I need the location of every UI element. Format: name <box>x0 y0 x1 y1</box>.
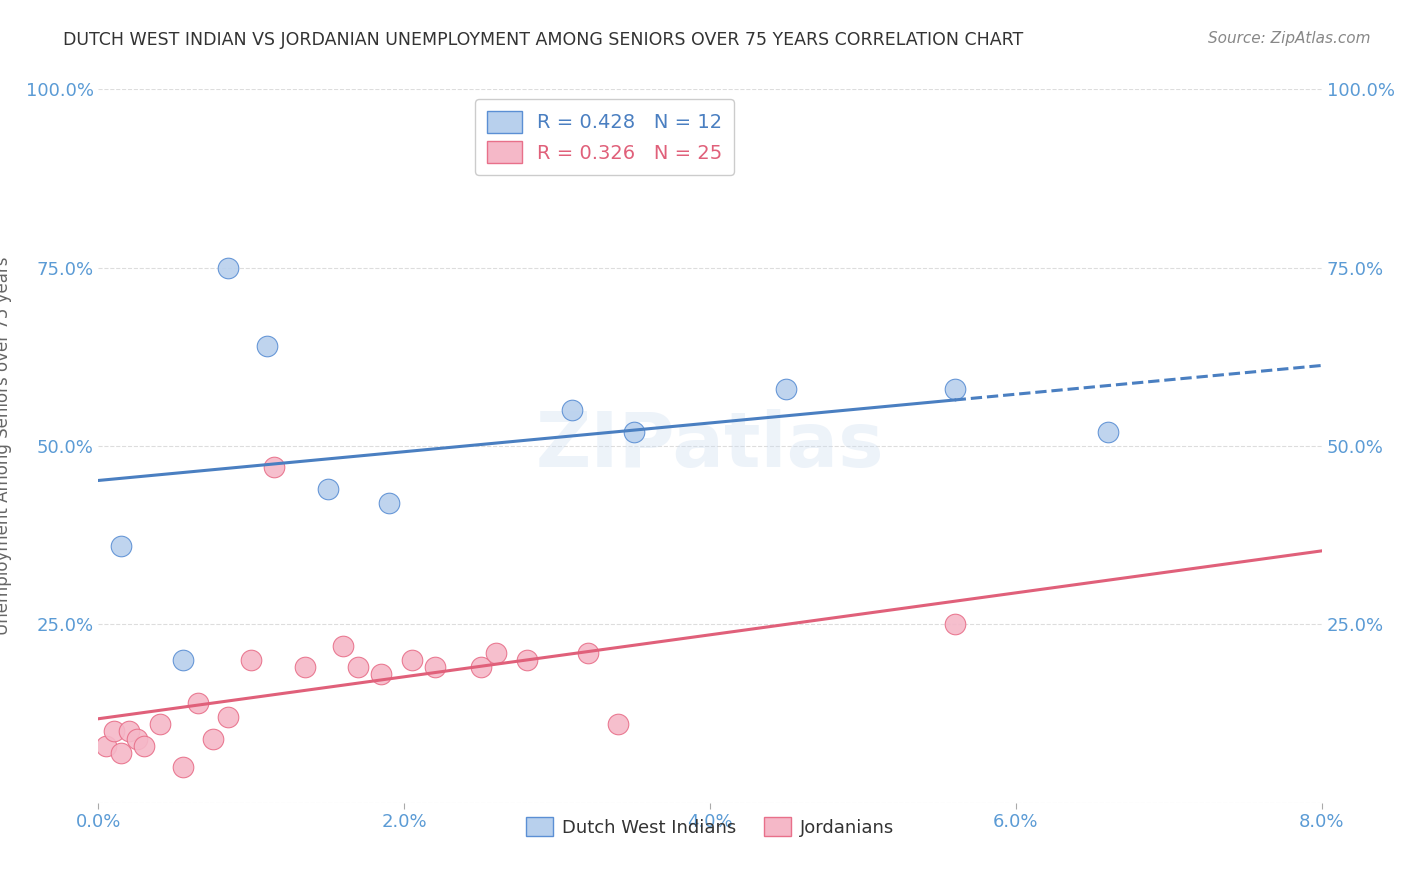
Point <box>370 667 392 681</box>
Point <box>515 653 537 667</box>
Point <box>294 660 316 674</box>
Text: ZIPatlas: ZIPatlas <box>536 409 884 483</box>
Text: DUTCH WEST INDIAN VS JORDANIAN UNEMPLOYMENT AMONG SENIORS OVER 75 YEARS CORRELAT: DUTCH WEST INDIAN VS JORDANIAN UNEMPLOYM… <box>63 31 1024 49</box>
Point <box>118 724 141 739</box>
Point <box>485 646 508 660</box>
Point <box>316 482 339 496</box>
Point <box>217 710 239 724</box>
Point <box>240 653 263 667</box>
Point <box>103 724 125 739</box>
Point <box>172 760 194 774</box>
Point <box>378 496 401 510</box>
Point <box>1097 425 1119 439</box>
Point <box>172 653 194 667</box>
Point <box>202 731 225 746</box>
Text: Source: ZipAtlas.com: Source: ZipAtlas.com <box>1208 31 1371 46</box>
Point <box>401 653 423 667</box>
Legend: Dutch West Indians, Jordanians: Dutch West Indians, Jordanians <box>519 810 901 844</box>
Point <box>347 660 370 674</box>
Point <box>187 696 209 710</box>
Point <box>125 731 148 746</box>
Y-axis label: Unemployment Among Seniors over 75 years: Unemployment Among Seniors over 75 years <box>0 257 11 635</box>
Point <box>423 660 446 674</box>
Point <box>943 382 966 396</box>
Point <box>134 739 156 753</box>
Point <box>561 403 583 417</box>
Point <box>256 339 278 353</box>
Point <box>149 717 172 731</box>
Point <box>263 460 285 475</box>
Point <box>943 617 966 632</box>
Point <box>94 739 117 753</box>
Point <box>576 646 599 660</box>
Point <box>470 660 492 674</box>
Point <box>775 382 797 396</box>
Point <box>217 260 239 275</box>
Point <box>607 717 630 731</box>
Point <box>110 539 132 553</box>
Point <box>623 425 645 439</box>
Point <box>110 746 132 760</box>
Point <box>332 639 354 653</box>
